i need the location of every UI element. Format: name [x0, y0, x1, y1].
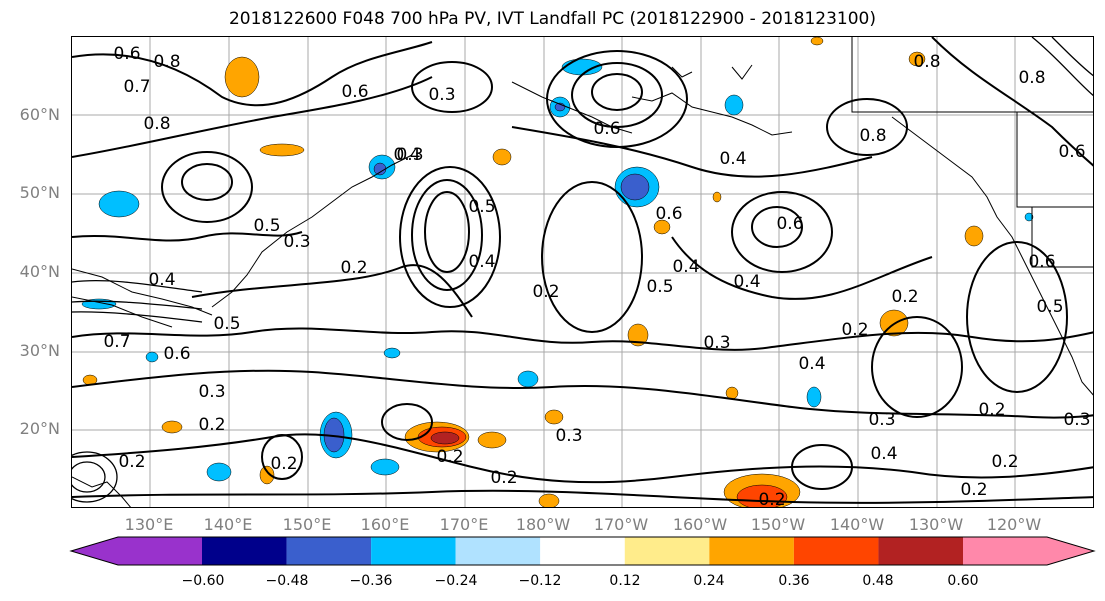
lon-label: 120°W [986, 515, 1042, 534]
contour-label: 0.3 [1063, 410, 1090, 430]
contour-label: 0.5 [646, 277, 673, 297]
contour-label: 0.8 [153, 52, 180, 72]
lat-label: 30°N [19, 341, 60, 360]
lon-label: 150°W [750, 515, 806, 534]
ivt-pc-shading [81, 37, 1034, 507]
contour-label: 0.8 [1018, 68, 1045, 88]
contour-label: 0.2 [978, 400, 1005, 420]
colorbar-segment [455, 537, 541, 565]
lon-label: 180°W [515, 515, 571, 534]
contour-label: 0.5 [468, 197, 495, 217]
contour-label: 0.5 [253, 216, 280, 236]
colorbar-segment [878, 537, 963, 565]
contour-label: 0.3 [283, 232, 310, 252]
colorbar-tick-label: −0.60 [181, 573, 225, 589]
contour-label: 0.6 [655, 204, 682, 224]
contour-label: 0.4 [672, 257, 699, 277]
contour-label: 0.4 [798, 354, 825, 374]
contour-label: 0.6 [776, 214, 803, 234]
contour-label: 0.3 [703, 333, 730, 353]
contour-label: 0.2 [118, 452, 145, 472]
contour-label: 0.2 [532, 282, 559, 302]
contour-label: 0.2 [198, 415, 225, 435]
contour-label: 0.6 [341, 82, 368, 102]
colorbar-segment [963, 537, 1094, 565]
contour-label: 0.2 [340, 258, 367, 278]
lat-label: 40°N [19, 262, 60, 281]
lon-label: 160°W [672, 515, 728, 534]
contour-label: 0.2 [490, 468, 517, 488]
contour-label: 0.8 [859, 126, 886, 146]
colorbar-tick-label: −0.36 [349, 573, 393, 589]
colorbar-segment [793, 537, 879, 565]
contour-label: 0.2 [270, 454, 297, 474]
lon-label: 140°W [829, 515, 885, 534]
colorbar-outline [69, 536, 1096, 566]
contour-label: 0.4 [148, 270, 175, 290]
contour-label: 0.4 [719, 149, 746, 169]
contour-label: 0.7 [103, 332, 130, 352]
contour-label: 0.8 [143, 114, 170, 134]
contour-label: 0.3 [396, 145, 423, 165]
colorbar-tick-label: −0.24 [434, 573, 478, 589]
contour-label: 0.4 [870, 444, 897, 464]
contour-label: 0.5 [1036, 297, 1063, 317]
contour-label: 0.2 [991, 452, 1018, 472]
colorbar-tick-label: −0.48 [265, 573, 309, 589]
colorbar-segment [71, 537, 202, 565]
lon-label: 170°E [439, 515, 489, 534]
contour-label: 0.3 [868, 410, 895, 430]
colorbar-segment [709, 537, 794, 565]
colorbar-segment [202, 537, 287, 565]
map-title: 2018122600 F048 700 hPa PV, IVT Landfall… [228, 9, 876, 29]
pv-contours-thin [72, 37, 1093, 503]
contour-label: 0.3 [428, 85, 455, 105]
lon-label: 140°E [203, 515, 253, 534]
colorbar-tick-label: 0.48 [862, 573, 894, 589]
contour-label: 0.3 [198, 382, 225, 402]
lon-label: 130°W [908, 515, 964, 534]
colorbar [69, 536, 1096, 566]
contour-label: 0.2 [758, 490, 785, 508]
contour-label: 0.5 [213, 314, 240, 334]
contour-label: 0.6 [593, 119, 620, 139]
colorbar-tick-label: 0.24 [693, 573, 725, 589]
colorbar-segment [540, 537, 625, 565]
colorbar-segment [371, 537, 456, 565]
map-canvas: 0.6 0.8 0.7 0.6 0.8 0.5 0.3 0.4 0.5 0.3 … [72, 37, 1093, 508]
contour-label: 0.4 [393, 145, 420, 165]
lat-label: 60°N [19, 105, 60, 124]
contour-label: 0.4 [468, 252, 495, 272]
colorbar-tick-label: 0.12 [609, 573, 641, 589]
colorbar-segment [286, 537, 372, 565]
colorbar-tick-label: 0.60 [947, 573, 979, 589]
lon-label: 130°E [124, 515, 174, 534]
lat-label: 50°N [19, 183, 60, 202]
contour-label: 0.7 [123, 77, 150, 97]
contour-label-layer: 0.6 0.8 0.7 0.6 0.8 0.5 0.3 0.4 0.5 0.3 … [103, 44, 1090, 508]
colorbar-tick-label: 0.36 [778, 573, 810, 589]
lon-label: 160°E [360, 515, 410, 534]
colorbar-segment [624, 537, 710, 565]
contour-label: 0.3 [555, 426, 582, 446]
contour-label: 0.6 [163, 344, 190, 364]
contour-label: 0.2 [841, 320, 868, 340]
lon-label: 170°W [593, 515, 649, 534]
contour-label: 0.6 [1028, 252, 1055, 272]
contour-label: 0.2 [960, 480, 987, 500]
contour-label: 0.8 [913, 52, 940, 72]
contour-label: 0.4 [733, 272, 760, 292]
contour-label: 0.2 [891, 287, 918, 307]
pv-contours [72, 37, 1093, 504]
map-panel: 0.6 0.8 0.7 0.6 0.8 0.5 0.3 0.4 0.5 0.3 … [71, 36, 1094, 508]
lat-label: 20°N [19, 419, 60, 438]
colorbar-tick-label: −0.12 [518, 573, 562, 589]
contour-label: 0.6 [1058, 142, 1085, 162]
contour-label: 0.6 [113, 44, 140, 64]
graticule [72, 37, 1093, 507]
lon-label: 150°E [282, 515, 332, 534]
contour-label: 0.2 [436, 447, 463, 467]
